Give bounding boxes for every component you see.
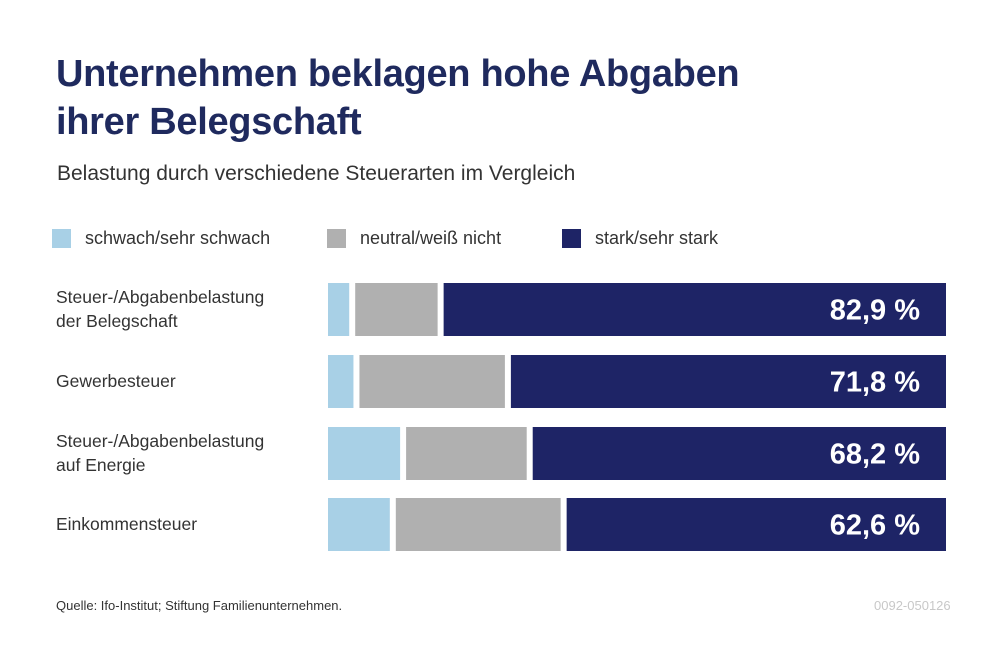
bar-segment-neutral <box>359 355 505 408</box>
chart-title: Unternehmen beklagen hohe Abgaben ihrer … <box>56 50 740 146</box>
category-label-line: auf Energie <box>56 454 146 475</box>
chart-subtitle: Belastung durch verschiedene Steuerarten… <box>57 162 576 185</box>
category-label-line: Steuer-/Abgabenbelastung <box>56 430 265 451</box>
bar-segment-strong <box>510 355 946 408</box>
bar-segment-neutral <box>406 427 527 480</box>
bar-segment-weak <box>328 283 350 336</box>
legend-item-neutral: neutral/weiß nicht <box>327 226 501 250</box>
chart-title-line-2: ihrer Belegschaft <box>56 101 362 143</box>
bar-segment-weak <box>328 355 354 408</box>
bar-segment-weak <box>328 498 390 551</box>
data-label: 71,8 % <box>830 367 920 399</box>
category-label: Einkommensteuer <box>56 512 321 536</box>
legend-swatch-strong <box>562 228 581 248</box>
data-label: 68,2 % <box>830 439 920 471</box>
legend-label-weak: schwach/sehr schwach <box>85 227 271 248</box>
category-label-line: Einkommensteuer <box>56 513 198 534</box>
data-label: 82,9 % <box>830 295 920 327</box>
category-label-line: Steuer-/Abgabenbelastung <box>56 286 265 307</box>
bar-segment-neutral <box>355 283 438 336</box>
legend-item-strong: stark/sehr stark <box>562 226 718 250</box>
category-label-line: der Belegschaft <box>56 310 178 331</box>
legend: schwach/sehr schwach neutral/weiß nicht … <box>52 226 812 250</box>
bar-segment-weak <box>328 427 401 480</box>
category-label: Steuer-/Abgabenbelastung auf Energie <box>56 429 321 477</box>
category-label: Steuer-/Abgabenbelastung der Belegschaft <box>56 285 321 333</box>
bar-segment-strong <box>566 498 946 551</box>
chart-code: 0092-050126 <box>874 598 951 613</box>
bar-segment-strong <box>532 427 946 480</box>
bar-segment-strong <box>443 283 946 336</box>
chart-title-line-1: Unternehmen beklagen hohe Abgaben <box>56 53 740 95</box>
legend-item-weak: schwach/sehr schwach <box>52 226 270 250</box>
legend-label-neutral: neutral/weiß nicht <box>360 227 502 248</box>
category-label: Gewerbesteuer <box>56 369 321 393</box>
legend-swatch-neutral <box>327 228 346 248</box>
bar-segment-neutral <box>395 498 561 551</box>
legend-swatch-weak <box>52 228 71 248</box>
category-label-line: Gewerbesteuer <box>56 370 176 391</box>
legend-label-strong: stark/sehr stark <box>595 227 719 248</box>
source-note: Quelle: Ifo-Institut; Stiftung Familienu… <box>56 598 343 613</box>
data-label: 62,6 % <box>830 510 920 542</box>
